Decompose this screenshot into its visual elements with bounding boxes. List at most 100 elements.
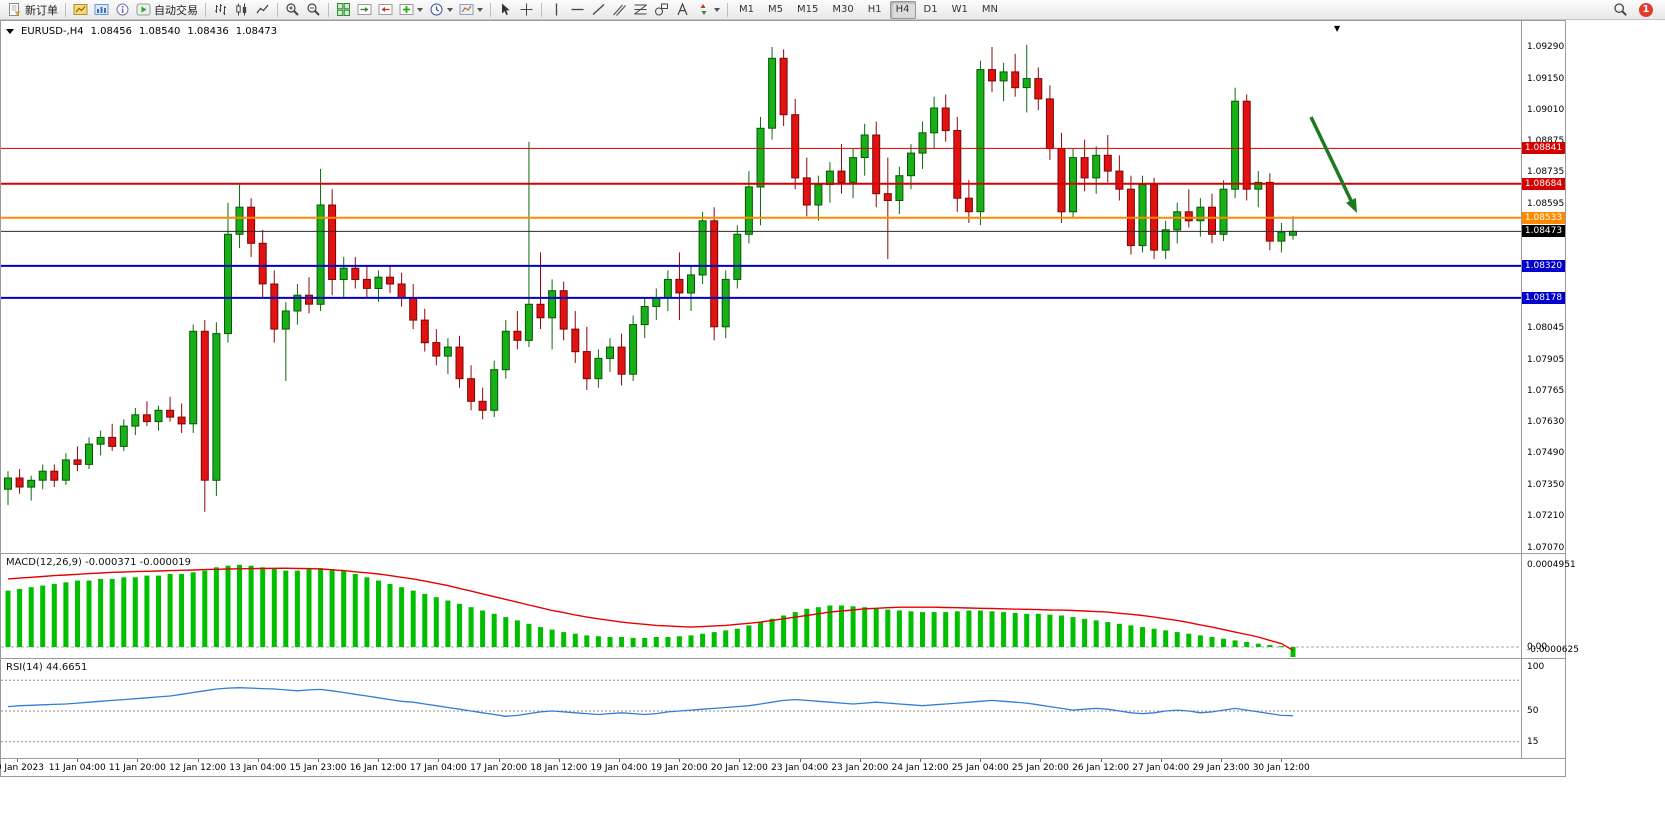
time-axis-tick bbox=[799, 759, 801, 762]
time-axis-tick bbox=[257, 759, 259, 762]
templates-button[interactable] bbox=[456, 1, 486, 19]
time-axis-tick bbox=[137, 759, 139, 762]
price-line-label[interactable]: 1.08320 bbox=[1522, 259, 1565, 272]
indicators-button[interactable] bbox=[396, 1, 426, 19]
time-axis-tick bbox=[679, 759, 681, 762]
tile-windows-button[interactable] bbox=[333, 1, 354, 19]
timeframe-h1-button[interactable]: H1 bbox=[867, 3, 882, 15]
time-axis-tick bbox=[1281, 759, 1283, 762]
timeframe-mn-button[interactable]: MN bbox=[981, 3, 998, 15]
channel-icon bbox=[612, 2, 627, 17]
panel-separator bbox=[1, 758, 1565, 759]
toolbar-separator bbox=[727, 2, 728, 17]
line-chart-button[interactable] bbox=[252, 1, 273, 19]
time-axis-label: 20 Jan 12:00 bbox=[710, 763, 768, 773]
periods-button[interactable] bbox=[426, 1, 456, 19]
autotrading-button[interactable]: 自动交易 bbox=[133, 1, 201, 19]
time-axis-tick bbox=[859, 759, 861, 762]
time-axis-label: 29 Jan 23:00 bbox=[1192, 763, 1250, 773]
toolbar: 新订单 自动交易 M1 M5 M15 M30 H1 H4 D1 W1 MN 1 bbox=[0, 0, 1665, 20]
candlestick-chart-button[interactable] bbox=[231, 1, 252, 19]
time-axis-label: 25 Jan 04:00 bbox=[951, 763, 1009, 773]
search-button[interactable] bbox=[1610, 1, 1631, 19]
current-price-label[interactable]: 1.08473 bbox=[1522, 225, 1565, 238]
arrows-button[interactable] bbox=[693, 1, 723, 19]
price-axis-label: 1.08455 bbox=[1527, 230, 1565, 241]
new-order-button[interactable]: 新订单 bbox=[4, 1, 61, 19]
charts-panel-button[interactable] bbox=[70, 1, 91, 19]
market-watch-button[interactable] bbox=[91, 1, 112, 19]
time-axis-tick bbox=[619, 759, 620, 762]
shapes-icon bbox=[654, 2, 669, 17]
price-line-label[interactable]: 1.08533 bbox=[1522, 211, 1565, 224]
chart-collapse-icon[interactable] bbox=[6, 29, 14, 34]
panel-separator[interactable] bbox=[1, 658, 1565, 659]
trend-arrow-object[interactable] bbox=[1309, 116, 1357, 213]
time-axis-label: 19 Jan 20:00 bbox=[650, 763, 708, 773]
time-axis-tick bbox=[1160, 759, 1162, 762]
trendline-button[interactable] bbox=[588, 1, 609, 19]
time-axis-label: 18 Jan 12:00 bbox=[530, 763, 588, 773]
time-axis-tick bbox=[318, 759, 319, 762]
toolbar-separator bbox=[277, 2, 278, 17]
time-axis-label: 23 Jan 20:00 bbox=[831, 763, 889, 773]
price-axis-divider bbox=[1521, 21, 1522, 758]
line-chart-icon bbox=[255, 2, 270, 17]
price-axis-label: 1.08045 bbox=[1527, 322, 1565, 333]
price-line-label[interactable]: 1.08841 bbox=[1522, 142, 1565, 155]
crosshair-button[interactable] bbox=[516, 1, 537, 19]
rsi-panel-canvas[interactable] bbox=[1, 659, 1521, 758]
time-axis-tick bbox=[17, 759, 18, 762]
timeframe-m30-button[interactable]: M30 bbox=[832, 3, 854, 15]
fibonacci-button[interactable] bbox=[630, 1, 651, 19]
auto-scroll-icon bbox=[357, 2, 372, 17]
time-axis-label: 19 Jan 04:00 bbox=[590, 763, 648, 773]
time-axis-tick bbox=[558, 759, 560, 762]
data-window-button[interactable] bbox=[112, 1, 133, 19]
cursor-button[interactable] bbox=[495, 1, 516, 19]
timeframe-d1-button[interactable]: D1 bbox=[923, 3, 938, 15]
time-axis-tick bbox=[920, 759, 921, 762]
auto-scroll-button[interactable] bbox=[354, 1, 375, 19]
tile-windows-icon bbox=[336, 2, 351, 17]
text-icon bbox=[675, 2, 690, 17]
time-axis-tick bbox=[197, 759, 199, 762]
price-axis-label: 1.07350 bbox=[1527, 479, 1565, 490]
horizontal-line-button[interactable] bbox=[567, 1, 588, 19]
time-axis-label: 23 Jan 04:00 bbox=[771, 763, 829, 773]
bar-chart-button[interactable] bbox=[210, 1, 231, 19]
time-axis-label: 15 Jan 23:00 bbox=[289, 763, 347, 773]
price-line-label[interactable]: 1.08684 bbox=[1522, 177, 1565, 190]
timeframe-m5-button[interactable]: M5 bbox=[768, 3, 783, 15]
chart-shift-button[interactable] bbox=[375, 1, 396, 19]
timeframe-w1-button[interactable]: W1 bbox=[951, 3, 968, 15]
price-axis-label: 1.07630 bbox=[1527, 416, 1565, 427]
panel-separator[interactable] bbox=[1, 553, 1565, 554]
vertical-line-button[interactable] bbox=[546, 1, 567, 19]
timeframe-m1-button[interactable]: M1 bbox=[739, 3, 754, 15]
bars-chart-icon bbox=[213, 2, 228, 17]
zoom-in-button[interactable] bbox=[282, 1, 303, 19]
zoom-out-button[interactable] bbox=[303, 1, 324, 19]
price-axis-label: 1.08875 bbox=[1527, 135, 1565, 146]
price-chart-canvas[interactable] bbox=[1, 22, 1521, 552]
price-axis-label: 1.08595 bbox=[1527, 198, 1565, 209]
timeframe-h4-button[interactable]: H4 bbox=[889, 0, 916, 19]
price-axis-label: 1.07490 bbox=[1527, 448, 1565, 459]
rsi-indicator-label: RSI(14) 44.6651 bbox=[6, 662, 87, 673]
object-anchor-icon[interactable]: ▼ bbox=[1334, 24, 1341, 33]
indicators-icon bbox=[399, 2, 414, 17]
price-axis-label: 1.09290 bbox=[1527, 42, 1565, 53]
shapes-button[interactable] bbox=[651, 1, 672, 19]
text-button[interactable] bbox=[672, 1, 693, 19]
notifications-badge[interactable]: 1 bbox=[1639, 2, 1653, 17]
rsi-value: 44.6651 bbox=[45, 662, 88, 673]
price-line-label[interactable]: 1.08178 bbox=[1522, 291, 1565, 304]
rsi-title: RSI(14) bbox=[6, 662, 43, 673]
chart-window: EURUSD-,H4 1.08456 1.08540 1.08436 1.084… bbox=[0, 20, 1579, 777]
time-axis-label: 26 Jan 12:00 bbox=[1072, 763, 1130, 773]
timeframe-m15-button[interactable]: M15 bbox=[797, 3, 819, 15]
channel-button[interactable] bbox=[609, 1, 630, 19]
macd-panel-canvas[interactable] bbox=[1, 554, 1521, 658]
